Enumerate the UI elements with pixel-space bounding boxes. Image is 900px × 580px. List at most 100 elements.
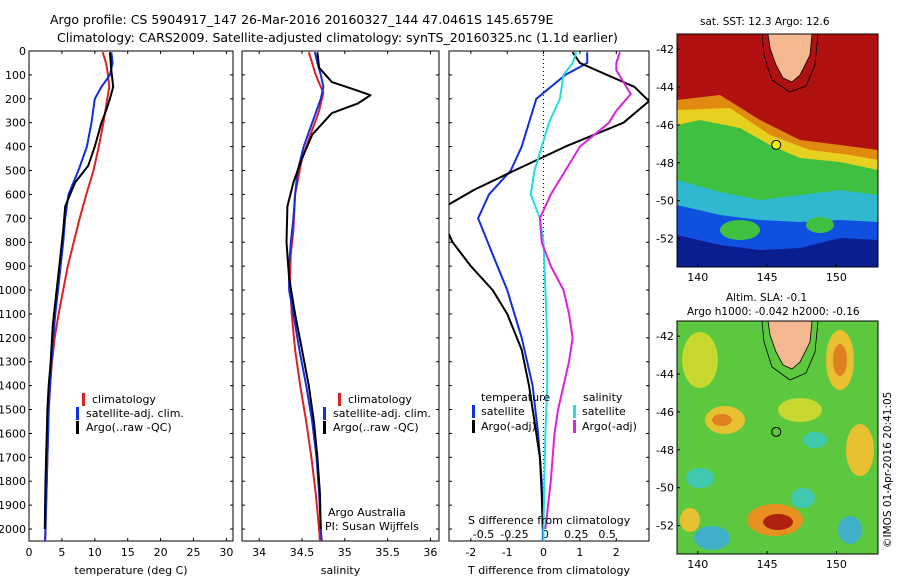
x-tick-label: 1 (576, 546, 583, 559)
difference-panel: -2 -1 0 1 2 -0.5 -0.25 0 0.25 0.5 T difference fro… (448, 50, 650, 577)
x-tick-label: 25 (187, 546, 201, 559)
series-line-argo-adj- (538, 51, 632, 530)
x-tick-label: 5 (58, 546, 65, 559)
map-x-tick-label: 150 (826, 558, 847, 571)
argo-location-marker (771, 139, 782, 150)
tasmania-land (767, 321, 813, 370)
x-tick-label: 0 (540, 546, 547, 559)
x-tick-label: 35 (338, 546, 352, 559)
sst-green-patch (806, 217, 834, 233)
x-tick-label: 20 (154, 546, 168, 559)
x-tick-label: 30 (219, 546, 233, 559)
watermark: ©IMOS 01-Apr-2016 20:41:05 (882, 392, 894, 548)
argo-location-marker (771, 426, 782, 437)
legend-swatch-argo (323, 421, 326, 434)
y-tick-label: 1700 (0, 451, 26, 464)
top-tick-label: -0.5 (473, 528, 494, 541)
legend-swatch-climatology (338, 393, 341, 406)
y-tick-label: 1500 (0, 404, 26, 417)
y-tick-label: 1300 (0, 356, 26, 369)
sst-map: sat. SST: 12.3 Argo: 12.6 140 145 150 -42 -4… (656, 16, 879, 284)
top-tick-label: 0 (542, 528, 549, 541)
map-x-tick-label: 140 (687, 271, 708, 284)
map-y-tick-label: -44 (656, 368, 674, 381)
header-line2: Climatology: CARS2009. Satellite-adjuste… (57, 30, 618, 45)
legend-swatch-t-argo (472, 420, 475, 433)
series-line-argo-adj- (449, 51, 649, 530)
temperature-panel: 0100200300400500600700800900100011001200… (0, 45, 234, 577)
x-tick-label: -2 (465, 546, 476, 559)
top-axis-label: S difference from climatology (468, 514, 631, 527)
y-tick-label: 800 (5, 236, 26, 249)
legend-title-salinity: salinity (583, 391, 623, 404)
plot-frame (28, 50, 234, 542)
sla-map-frame (676, 320, 879, 555)
sla-yellow-patch (846, 424, 874, 476)
sla-map-axes: 140 145 150 -42 -44 -46 -48 -50 -52 (656, 330, 847, 571)
series-line-argo-raw-qc- (43, 52, 115, 530)
tasmania-land (767, 34, 813, 83)
top-tick-label: 0.25 (564, 528, 589, 541)
series-line-satellite-adj-clim- (44, 52, 114, 541)
map-y-tick-label: -52 (656, 233, 674, 246)
legend-label: Argo(..raw -QC) (86, 421, 172, 434)
x-tick-label: 35.5 (375, 546, 400, 559)
sst-map-frame (676, 33, 879, 268)
top-tick-label: -0.25 (500, 528, 528, 541)
sla-map-title2: Argo h1000: -0.042 h2000: -0.16 (687, 306, 860, 318)
legend-label: Argo(-adj) (481, 420, 536, 433)
map-y-tick-label: -52 (656, 520, 674, 533)
legend-title-temperature: temperature (481, 391, 550, 404)
map-y-tick-label: -48 (656, 444, 674, 457)
annotation-argo-australia: Argo Australia (328, 506, 406, 519)
annotation-pi: PI: Susan Wijffels (325, 520, 419, 533)
y-tick-label: 900 (5, 260, 26, 273)
legend-swatch-t-satellite (472, 405, 475, 418)
sla-red-patch (763, 514, 793, 530)
y-tick-label: 1900 (0, 499, 26, 512)
map-x-tick-label: 145 (757, 558, 778, 571)
map-y-tick-label: -46 (656, 406, 674, 419)
y-tick-label: 600 (5, 188, 26, 201)
legend-label: climatology (348, 393, 412, 406)
legend-swatch-climatology (82, 393, 85, 406)
sla-orange-patch (833, 344, 847, 376)
x-axis-label: temperature (deg C) (74, 564, 187, 577)
sla-cyan-patch (686, 468, 714, 488)
legend-label: climatology (92, 393, 156, 406)
y-tick-label: 1600 (0, 427, 26, 440)
x-tick-label: 15 (121, 546, 135, 559)
map-x-tick-label: 140 (687, 558, 708, 571)
y-tick-label: 300 (5, 117, 26, 130)
legend-label: satellite (481, 405, 525, 418)
y-tick-label: 700 (5, 212, 26, 225)
shelf-contour (761, 321, 819, 381)
sla-yellow-patch (682, 332, 718, 388)
legend-swatch-satellite (76, 407, 79, 420)
legend-label: satellite (582, 405, 626, 418)
x-tick-label: 2 (613, 546, 620, 559)
x-axis-label: T difference from climatology (467, 564, 630, 577)
map-x-tick-label: 150 (826, 271, 847, 284)
sst-map-title: sat. SST: 12.3 Argo: 12.6 (700, 16, 830, 28)
y-tick-label: 1100 (0, 308, 26, 321)
series-line-satellite-adj-clim- (288, 51, 325, 541)
sla-yellow-patch (778, 398, 822, 422)
sla-map-title1: Altim. SLA: -0.1 (726, 292, 807, 304)
sst-green-zone (677, 120, 878, 215)
sst-navy-zone (677, 235, 878, 267)
shelf-contour (761, 34, 819, 93)
y-tick-label: 1400 (0, 380, 26, 393)
x-tick-label: 0 (26, 546, 33, 559)
x-tick-label: 34.5 (290, 546, 315, 559)
y-tick-label: 400 (5, 141, 26, 154)
sst-green-patch (720, 220, 760, 240)
legend-swatch-argo (76, 421, 79, 434)
map-y-tick-label: -48 (656, 157, 674, 170)
map-y-tick-label: -46 (656, 119, 674, 132)
x-tick-label: -1 (502, 546, 513, 559)
y-tick-label: 1000 (0, 284, 26, 297)
y-tick-label: 2000 (0, 523, 26, 536)
sla-cyan-patch (838, 516, 862, 544)
